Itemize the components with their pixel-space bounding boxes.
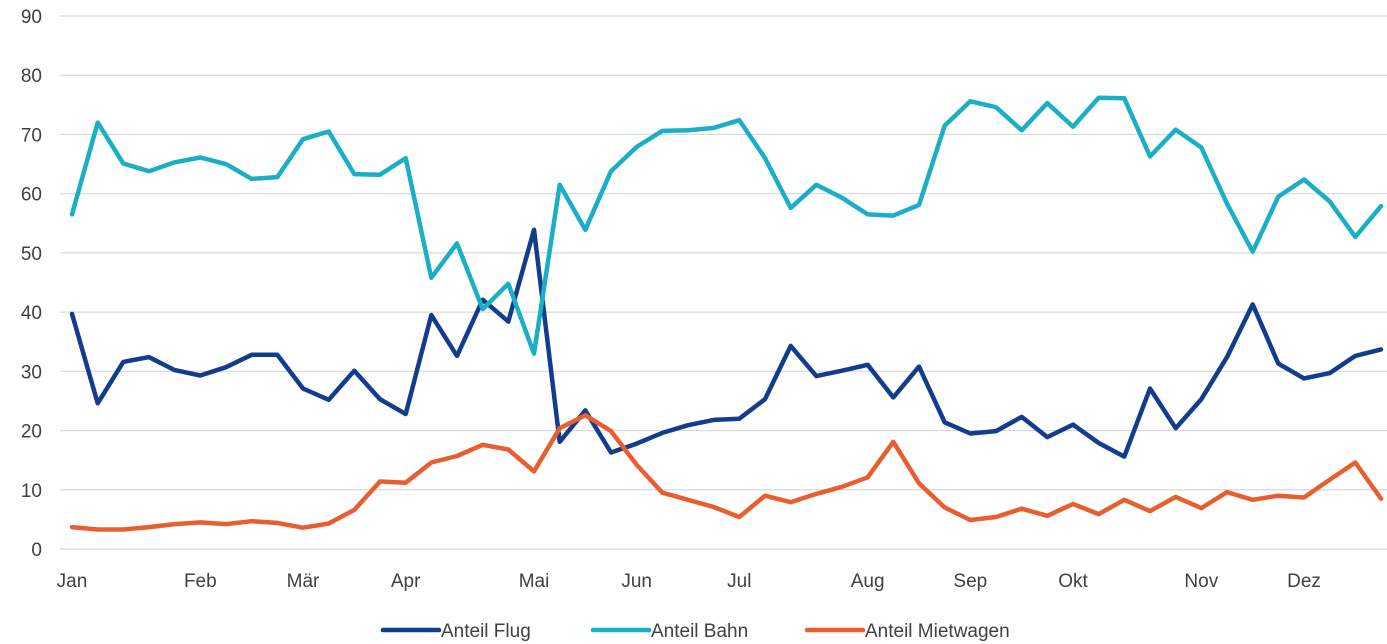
x-tick-label: Jan (57, 571, 88, 592)
y-tick-label: 0 (31, 540, 42, 561)
legend: Anteil Flug Anteil Bahn Anteil Mietwagen (380, 621, 1010, 642)
x-tick-label: Nov (1184, 571, 1218, 592)
legend-label: Anteil Flug (441, 621, 531, 642)
x-tick-label: Feb (184, 571, 217, 592)
y-tick-label: 60 (21, 185, 42, 206)
x-tick-label: Okt (1058, 571, 1088, 592)
y-tick-label: 90 (21, 7, 42, 28)
x-tick-label: Mai (519, 571, 550, 592)
y-tick-label: 30 (21, 362, 42, 383)
x-tick-label: Sep (953, 571, 987, 592)
x-axis-ticks: Jan Feb Mär Apr Mai Jun Jul Aug Sep Okt Nov Dez (57, 571, 1321, 592)
y-tick-label: 80 (21, 66, 42, 87)
x-tick-label: Aug (851, 571, 885, 592)
y-tick-label: 20 (21, 422, 42, 443)
legend-label: Anteil Bahn (651, 621, 748, 642)
y-tick-label: 40 (21, 303, 42, 324)
gridlines (60, 15, 1387, 491)
x-tick-label: Mär (287, 571, 320, 592)
x-tick-label: Apr (391, 571, 421, 592)
x-tick-label: Dez (1287, 571, 1321, 592)
series-line-anteil-flug (69, 227, 1384, 459)
y-tick-label: 50 (21, 244, 42, 265)
x-tick-label: Jul (727, 571, 751, 592)
x-tick-label: Jun (621, 571, 652, 592)
y-axis-ticks: 0 10 20 30 40 50 60 70 80 90 (21, 7, 42, 561)
legend-label: Anteil Mietwagen (865, 621, 1010, 642)
series-line-anteil-bahn (69, 95, 1384, 356)
y-tick-label: 70 (21, 125, 42, 146)
y-tick-label: 10 (21, 481, 42, 502)
series-lines (69, 95, 1384, 532)
series-line-anteil-mietwagen (69, 412, 1384, 532)
